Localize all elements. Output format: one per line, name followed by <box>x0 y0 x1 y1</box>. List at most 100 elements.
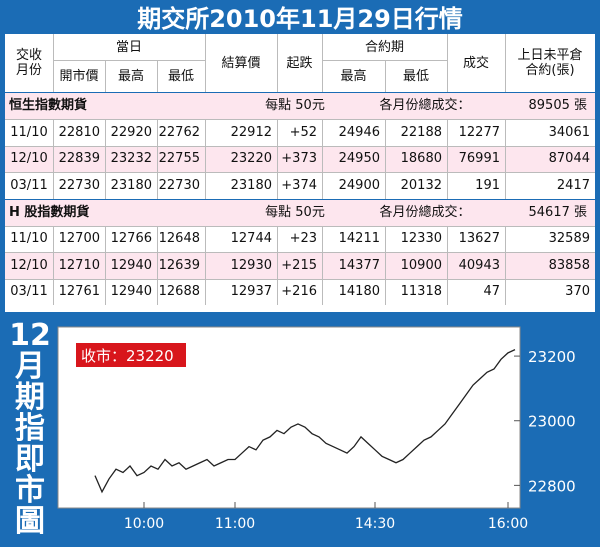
table-cell: 32589 <box>548 231 590 247</box>
cell-border <box>5 198 595 200</box>
cell-border <box>5 92 595 93</box>
table-cell: 11318 <box>400 284 442 300</box>
table-cell: 191 <box>475 177 500 193</box>
cell-border <box>447 34 448 92</box>
x-tick-label: 14:30 <box>355 516 395 532</box>
cell-border <box>277 34 278 92</box>
table-cell: 12/10 <box>10 257 48 273</box>
cell-border <box>277 172 278 199</box>
cell-border <box>322 119 323 146</box>
header-cell: 最高 <box>340 68 367 84</box>
table-cell: +374 <box>281 177 317 193</box>
cell-border <box>157 252 158 279</box>
table-cell: 12330 <box>400 231 442 247</box>
cell-border <box>157 60 158 92</box>
table-cell: 2417 <box>556 177 590 193</box>
table-cell: 22730 <box>58 177 100 193</box>
table-cell: 47 <box>483 284 500 300</box>
table-cell: 12940 <box>110 284 152 300</box>
cell-border <box>5 278 595 280</box>
cell-border <box>205 145 206 172</box>
cell-border <box>157 278 158 305</box>
cell-border <box>322 252 323 279</box>
header-cell: 結算價 <box>221 55 261 71</box>
table-cell: 40943 <box>458 257 500 273</box>
cell-border <box>277 278 278 305</box>
cell-border <box>5 145 595 147</box>
table-cell: 03/11 <box>10 284 48 300</box>
row-bg <box>5 119 595 146</box>
section-point: 每點 50元 <box>265 204 325 220</box>
table-cell: 76991 <box>458 151 500 167</box>
table-cell: 03/11 <box>10 177 48 193</box>
cell-border <box>447 225 448 252</box>
header-cell: 當日 <box>115 39 142 55</box>
table-cell: 22755 <box>158 151 200 167</box>
cell-border <box>105 252 106 279</box>
cell-border <box>505 225 506 252</box>
table-cell: 12766 <box>110 231 152 247</box>
table-cell: 11/10 <box>10 231 48 247</box>
table-cell: 20132 <box>400 177 442 193</box>
table-cell: 14180 <box>338 284 380 300</box>
y-tick-label: 23200 <box>528 348 576 366</box>
table-cell: 18680 <box>400 151 442 167</box>
cell-border <box>5 252 595 253</box>
table-cell: 12930 <box>230 257 272 273</box>
table-cell: 22188 <box>400 124 442 140</box>
table-cell: 12761 <box>58 284 100 300</box>
cell-border <box>385 172 386 199</box>
cell-border <box>53 145 54 172</box>
table-cell: 23180 <box>110 177 152 193</box>
cell-border <box>277 119 278 146</box>
cell-border <box>322 172 323 199</box>
cell-border <box>157 145 158 172</box>
chart-title: 12月期指即市圖 <box>9 318 51 539</box>
cell-border <box>105 172 106 199</box>
cell-border <box>205 119 206 146</box>
header-cell: 上日未平倉合約(張) <box>517 48 583 78</box>
cell-border <box>505 252 506 279</box>
table-cell: 12639 <box>158 257 200 273</box>
table-cell: 23220 <box>230 151 272 167</box>
cell-border <box>505 278 506 305</box>
header-cell: 最低 <box>167 68 194 84</box>
header-cell: 成交 <box>462 55 489 71</box>
table-cell: 22810 <box>58 124 100 140</box>
table-cell: +216 <box>281 284 317 300</box>
table-cell: 11/10 <box>10 124 48 140</box>
cell-border <box>277 145 278 172</box>
header-cell: 最低 <box>402 68 429 84</box>
row-bg <box>5 92 595 119</box>
cell-border <box>5 119 595 120</box>
cell-border <box>105 225 106 252</box>
row-bg <box>5 225 595 252</box>
x-tick-label: 10:00 <box>124 516 164 532</box>
price-line <box>94 349 516 494</box>
row-bg <box>5 34 595 92</box>
cell-border <box>105 60 106 92</box>
cell-border <box>205 278 206 305</box>
table-cell: 22839 <box>58 151 100 167</box>
cell-border <box>105 278 106 305</box>
section-total: 54617 張 <box>528 204 588 220</box>
section-total-label: 各月份總成交： <box>379 98 471 113</box>
cell-border <box>322 34 323 92</box>
title: 期交所2010年11月29日行情 <box>137 4 463 33</box>
table-cell: 10900 <box>400 257 442 273</box>
cell-border <box>322 60 447 61</box>
table-cell: 12648 <box>158 231 200 247</box>
cell-border <box>447 252 448 279</box>
table-cell: 22912 <box>230 124 272 140</box>
table-cell: 23232 <box>110 151 152 167</box>
cell-border <box>157 172 158 199</box>
table-cell: 12710 <box>58 257 100 273</box>
cell-border <box>322 145 323 172</box>
cell-border <box>205 225 206 252</box>
table-cell: +215 <box>281 257 317 273</box>
table-cell: 22730 <box>158 177 200 193</box>
table-cell: 87044 <box>548 151 590 167</box>
cell-border <box>157 119 158 146</box>
table-cell: 22762 <box>158 124 200 140</box>
table-cell: 24950 <box>338 151 380 167</box>
